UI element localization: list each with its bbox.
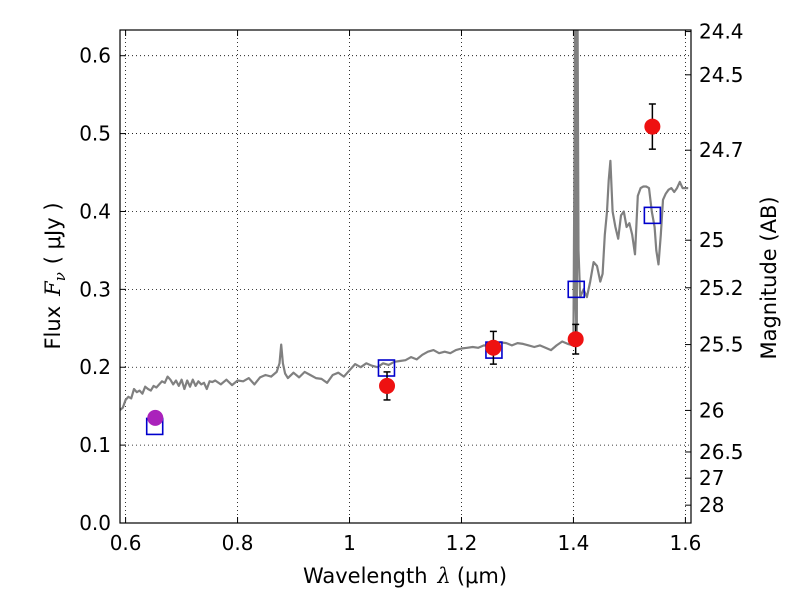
y-tick-label: 0.6 — [79, 44, 111, 68]
plot-area-frame — [119, 29, 692, 524]
y-axis-title-text: Flux — [41, 306, 65, 350]
axis-ticks: 0.6 0.8 1 1.2 1.4 1.6 0.0 0.1 0.2 0.3 0.4 0.5 0.6 24.… — [79, 20, 743, 555]
observed-photometry-point — [379, 377, 396, 394]
model-spectrum-line — [120, 30, 689, 411]
y-axis-symbol: F — [41, 280, 65, 297]
x-tick-label: 0.8 — [222, 531, 254, 555]
y-tick-label: 0.3 — [79, 277, 111, 301]
y-tick-label: 0.4 — [79, 199, 111, 223]
mag-tick-label: 25.5 — [699, 333, 744, 357]
y-axis-title: Flux Fν ( μJy ) — [41, 202, 69, 349]
y-axis-subscript: ν — [51, 272, 69, 281]
marker-layer — [145, 103, 662, 436]
mag-tick-label: 25.2 — [699, 276, 744, 300]
x-tick-label: 1.6 — [669, 531, 701, 555]
observed-photometry-point — [485, 339, 502, 356]
y-tick-label: 0.5 — [79, 122, 111, 146]
model-photometry-point — [567, 280, 586, 299]
mag-tick-label: 24.5 — [699, 63, 744, 87]
x-tick-label: 1 — [343, 531, 356, 555]
observed-photometry-point — [147, 409, 164, 426]
x-axis-title-text: Wavelength — [303, 564, 428, 588]
observed-photometry-point — [567, 331, 584, 348]
x-tick-label: 1.2 — [446, 531, 478, 555]
y2-axis-title: Magnitude (AB) — [757, 196, 781, 359]
mag-tick-label: 24.7 — [699, 138, 744, 162]
mag-tick-label: 24.4 — [699, 20, 744, 44]
x-tick-label: 0.6 — [110, 531, 142, 555]
observed-photometry-point — [644, 118, 661, 135]
x-axis-unit: (μm) — [457, 564, 507, 588]
model-photometry-point — [643, 206, 662, 225]
mag-tick-label: 26 — [699, 398, 724, 422]
mag-tick-label: 25 — [699, 228, 724, 252]
mag-tick-label: 27 — [699, 466, 724, 490]
y-tick-label: 0.1 — [79, 433, 111, 457]
y-axis-unit: ( μJy ) — [41, 202, 65, 264]
mag-tick-label: 26.5 — [699, 440, 744, 464]
y-tick-label: 0.2 — [79, 355, 111, 379]
spectrum-layer — [120, 30, 689, 411]
mag-tick-label: 28 — [699, 493, 724, 517]
x-axis-symbol: λ — [437, 564, 451, 588]
x-axis-title: Wavelength λ (μm) — [303, 564, 507, 588]
y-tick-label: 0.0 — [79, 511, 111, 535]
x-tick-label: 1.4 — [558, 531, 590, 555]
